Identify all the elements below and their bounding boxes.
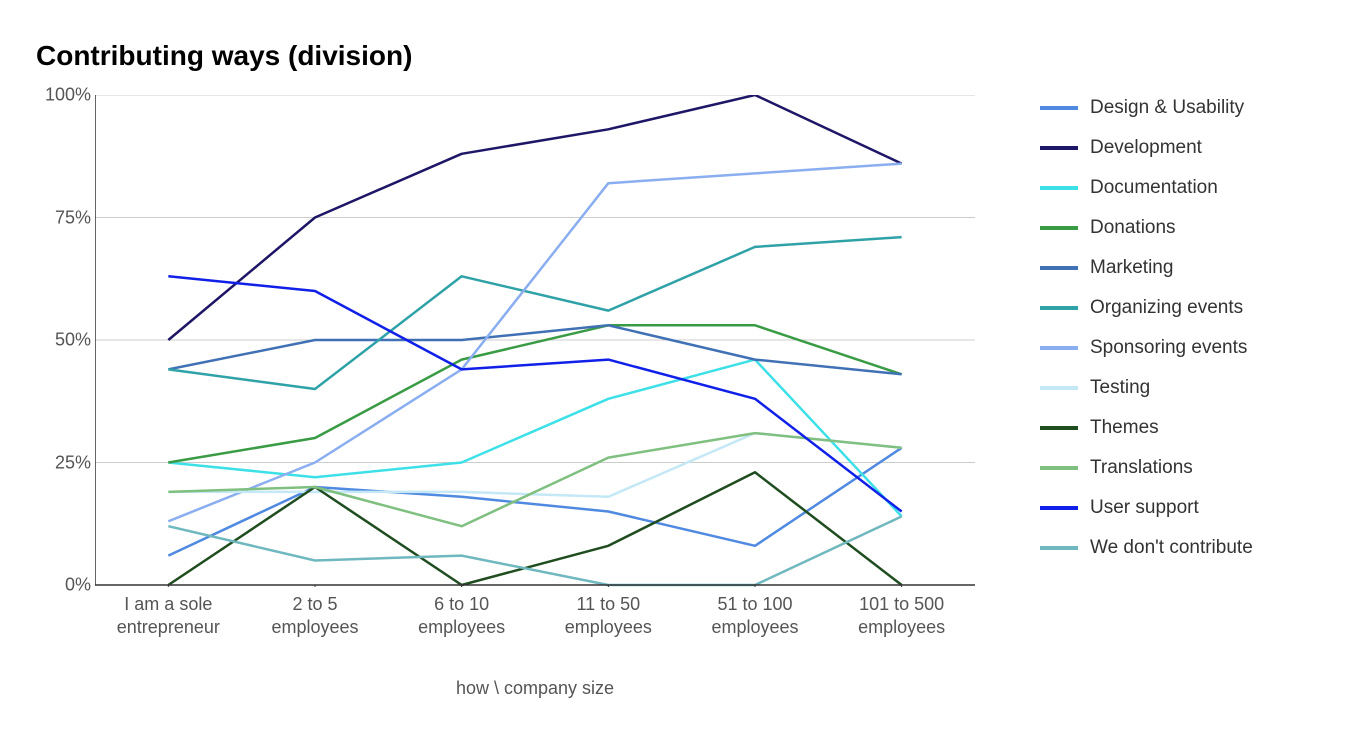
legend-label: Translations [1090, 457, 1193, 479]
legend-label: Development [1090, 137, 1202, 159]
legend-swatch [1040, 506, 1078, 510]
x-axis-title: how \ company size [95, 678, 975, 699]
legend-label: Documentation [1090, 177, 1218, 199]
legend-swatch [1040, 546, 1078, 550]
y-tick-label: 25% [55, 452, 91, 473]
legend-item: Sponsoring events [1040, 328, 1253, 368]
legend-label: Organizing events [1090, 297, 1243, 319]
x-tick-label: I am a sole entrepreneur [90, 593, 247, 638]
legend-label: Themes [1090, 417, 1159, 439]
legend-item: Testing [1040, 368, 1253, 408]
legend-label: Sponsoring events [1090, 337, 1247, 359]
legend-item: Marketing [1040, 248, 1253, 288]
legend-item: Translations [1040, 448, 1253, 488]
legend-swatch [1040, 386, 1078, 390]
x-tick-label: 51 to 100 employees [677, 593, 834, 638]
legend-swatch [1040, 146, 1078, 150]
legend-label: Design & Usability [1090, 97, 1244, 119]
legend-swatch [1040, 466, 1078, 470]
legend-swatch [1040, 186, 1078, 190]
legend-label: User support [1090, 497, 1199, 519]
x-tick-label: 101 to 500 employees [823, 593, 980, 638]
series-line [168, 325, 901, 374]
legend-swatch [1040, 266, 1078, 270]
legend-item: Development [1040, 128, 1253, 168]
legend-label: Marketing [1090, 257, 1173, 279]
legend-swatch [1040, 306, 1078, 310]
x-tick-label: 6 to 10 employees [383, 593, 540, 638]
legend-swatch [1040, 426, 1078, 430]
legend-item: Donations [1040, 208, 1253, 248]
y-tick-label: 50% [55, 330, 91, 351]
legend-label: Donations [1090, 217, 1176, 239]
chart-title: Contributing ways (division) [36, 40, 412, 72]
legend-swatch [1040, 346, 1078, 350]
legend-item: Documentation [1040, 168, 1253, 208]
legend-item: We don't contribute [1040, 528, 1253, 568]
series-line [168, 237, 901, 389]
y-axis: 0%25%50%75%100% [36, 95, 91, 585]
plot-area [95, 95, 975, 585]
legend-item: Design & Usability [1040, 88, 1253, 128]
series-line [168, 516, 901, 585]
series-line [168, 325, 901, 462]
x-tick-label: 2 to 5 employees [237, 593, 394, 638]
y-tick-label: 75% [55, 207, 91, 228]
legend-label: Testing [1090, 377, 1150, 399]
legend: Design & Usability Development Documentati… [1040, 88, 1253, 568]
legend-swatch [1040, 106, 1078, 110]
line-chart-svg [95, 95, 975, 587]
legend-item: Organizing events [1040, 288, 1253, 328]
legend-item: User support [1040, 488, 1253, 528]
legend-label: We don't contribute [1090, 537, 1253, 559]
legend-swatch [1040, 226, 1078, 230]
y-tick-label: 100% [45, 85, 91, 106]
y-tick-label: 0% [65, 575, 91, 596]
chart-container: Contributing ways (division) 0% 25% 50% 75%… [0, 0, 1352, 742]
legend-item: Themes [1040, 408, 1253, 448]
x-tick-label: 11 to 50 employees [530, 593, 687, 638]
